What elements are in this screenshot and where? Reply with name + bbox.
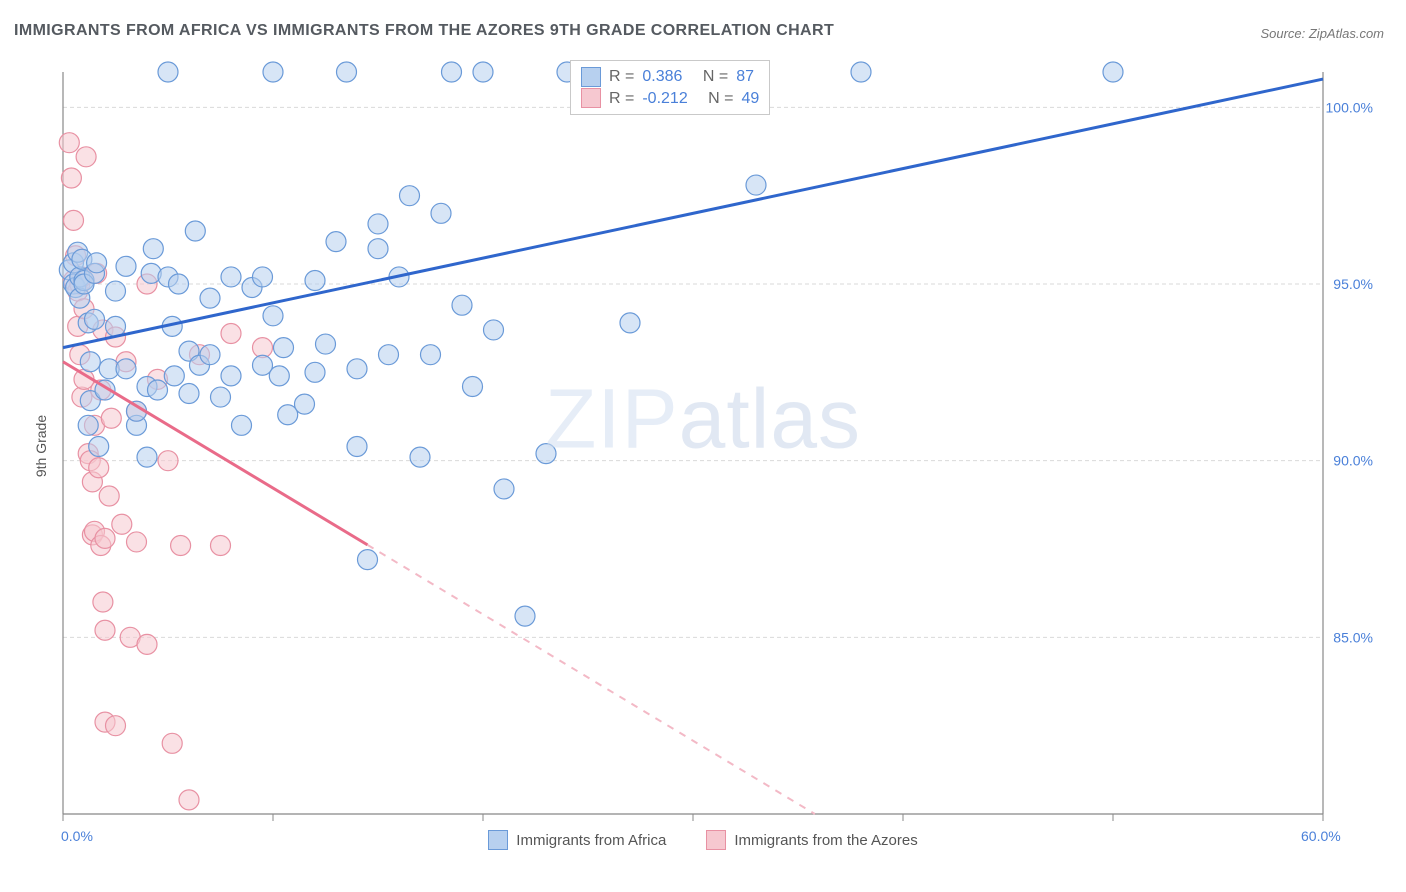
swatch-pink-icon	[706, 830, 726, 850]
swatch-pink-icon	[581, 88, 601, 108]
legend-label: Immigrants from Africa	[516, 832, 666, 849]
n-label: N =	[703, 66, 728, 88]
x-end-label-left: 0.0%	[61, 828, 93, 844]
corr-row-blue: R = 0.386 N = 87	[581, 66, 759, 88]
n-value: 87	[736, 66, 754, 88]
swatch-blue-icon	[488, 830, 508, 850]
svg-text:100.0%: 100.0%	[1326, 99, 1373, 115]
svg-text:90.0%: 90.0%	[1333, 453, 1373, 469]
x-end-label-right: 60.0%	[1301, 828, 1341, 844]
r-value: 0.386	[642, 66, 682, 88]
n-label: N =	[708, 88, 733, 110]
chart-title: IMMIGRANTS FROM AFRICA VS IMMIGRANTS FRO…	[14, 22, 834, 40]
r-label: R =	[609, 88, 634, 110]
corr-row-pink: R = -0.212 N = 49	[581, 88, 759, 110]
svg-text:95.0%: 95.0%	[1333, 276, 1373, 292]
legend-label: Immigrants from the Azores	[734, 832, 917, 849]
svg-text:85.0%: 85.0%	[1333, 629, 1373, 645]
correlation-box: R = 0.386 N = 87 R = -0.212 N = 49	[570, 60, 770, 115]
scatter-svg: 85.0% 90.0% 95.0% 100.0%	[45, 60, 1385, 830]
r-label: R =	[609, 66, 634, 88]
n-value: 49	[742, 88, 760, 110]
legend-item-blue: Immigrants from Africa	[488, 830, 666, 850]
r-value: -0.212	[642, 88, 687, 110]
plot-area: 85.0% 90.0% 95.0% 100.0%	[45, 60, 1385, 830]
bottom-legend: Immigrants from Africa Immigrants from t…	[0, 830, 1406, 850]
swatch-blue-icon	[581, 67, 601, 87]
legend-item-pink: Immigrants from the Azores	[706, 830, 917, 850]
source-label: Source: ZipAtlas.com	[1260, 26, 1384, 41]
